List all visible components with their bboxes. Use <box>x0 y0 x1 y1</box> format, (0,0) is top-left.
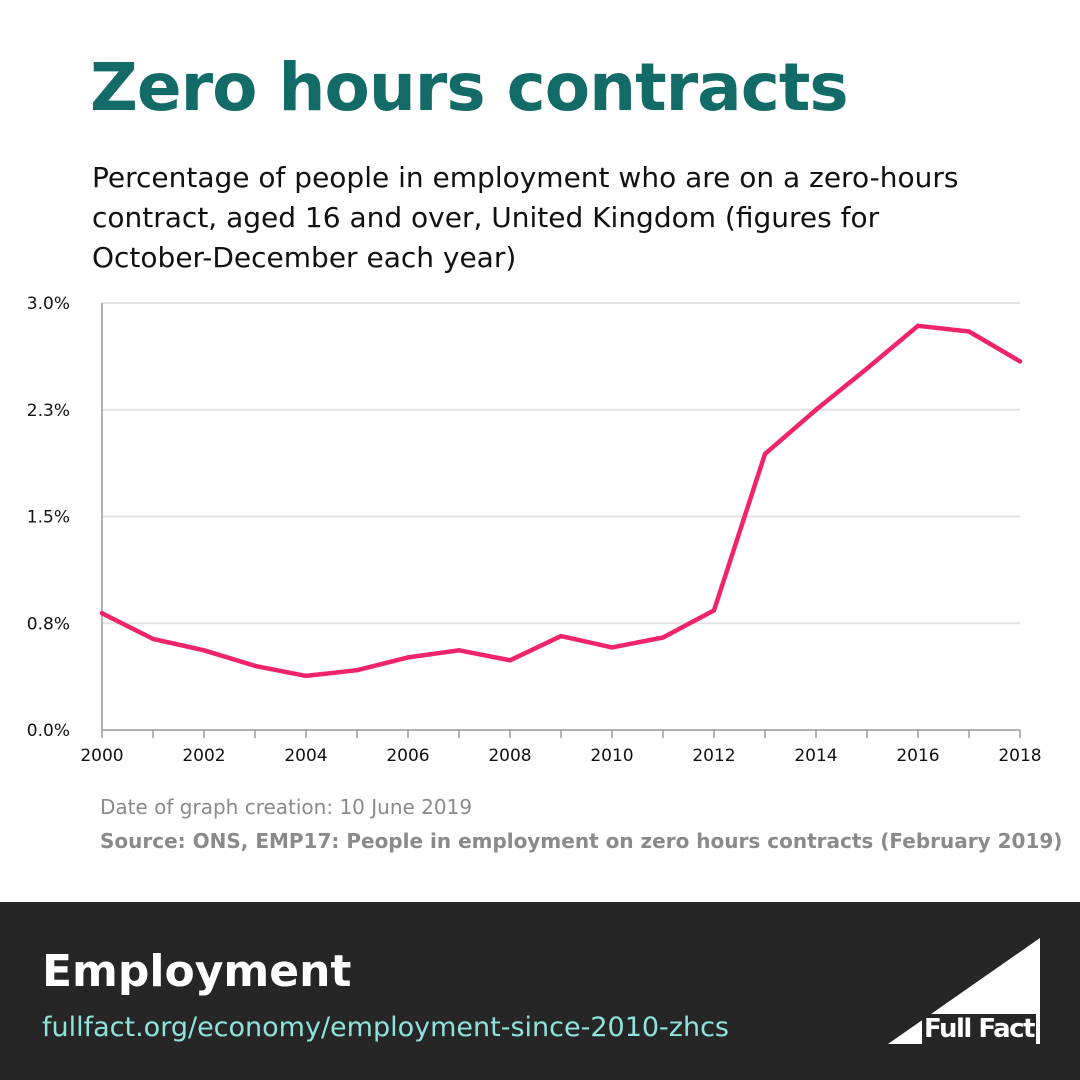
data-point <box>1017 359 1023 364</box>
x-tick-label: 2014 <box>794 746 837 766</box>
x-tick-label: 2002 <box>182 746 225 766</box>
x-tick-label: 2012 <box>692 746 735 766</box>
data-point <box>303 673 309 679</box>
data-point <box>405 655 411 660</box>
data-point <box>99 611 105 616</box>
data-point <box>558 633 564 639</box>
page-title: Zero hours contracts <box>90 49 849 126</box>
data-point <box>252 663 258 669</box>
data-point <box>966 329 972 334</box>
data-point <box>201 648 207 653</box>
data-point <box>864 366 870 371</box>
data-point <box>150 636 156 642</box>
x-tick-label: 2010 <box>590 746 633 766</box>
x-tick-label: 2008 <box>488 746 531 766</box>
y-tick-label: 3.0% <box>27 294 70 314</box>
data-point <box>660 635 666 640</box>
data-point <box>813 407 819 412</box>
data-point <box>456 648 462 653</box>
x-tick-label: 2016 <box>896 746 939 766</box>
source-note: Source: ONS, EMP17: People in employment… <box>100 829 1063 853</box>
y-tick-label: 1.5% <box>27 508 70 528</box>
data-point <box>354 668 360 673</box>
footer-bar: Employment fullfact.org/economy/employme… <box>0 902 1080 1080</box>
y-tick-label: 2.3% <box>27 401 70 421</box>
footer-topic: Employment <box>42 946 352 997</box>
data-point <box>507 658 513 663</box>
y-tick-label: 0.8% <box>27 614 70 634</box>
chart-subtitle: Percentage of people in employment who a… <box>92 161 959 274</box>
data-point <box>609 645 615 650</box>
graph-creation-date: Date of graph creation: 10 June 2019 <box>100 795 473 819</box>
data-point <box>711 608 717 613</box>
line-chart: 0.0% 0.8% 1.5% 2.3% 3.0% 2000 2002 2004 2006 2008… <box>27 294 1042 766</box>
x-tick-label: 2018 <box>998 746 1041 766</box>
data-point <box>762 451 768 457</box>
full-fact-logo: Full Fact <box>888 938 1044 1044</box>
x-tick-label: 2004 <box>284 746 327 766</box>
logo-text: Full Fact <box>922 1014 1036 1044</box>
x-tick-label: 2000 <box>80 746 123 766</box>
footer-link[interactable]: fullfact.org/economy/employment-since-20… <box>42 1012 729 1043</box>
data-point <box>915 323 921 328</box>
y-tick-label: 0.0% <box>27 721 70 741</box>
x-tick-label: 2006 <box>386 746 429 766</box>
